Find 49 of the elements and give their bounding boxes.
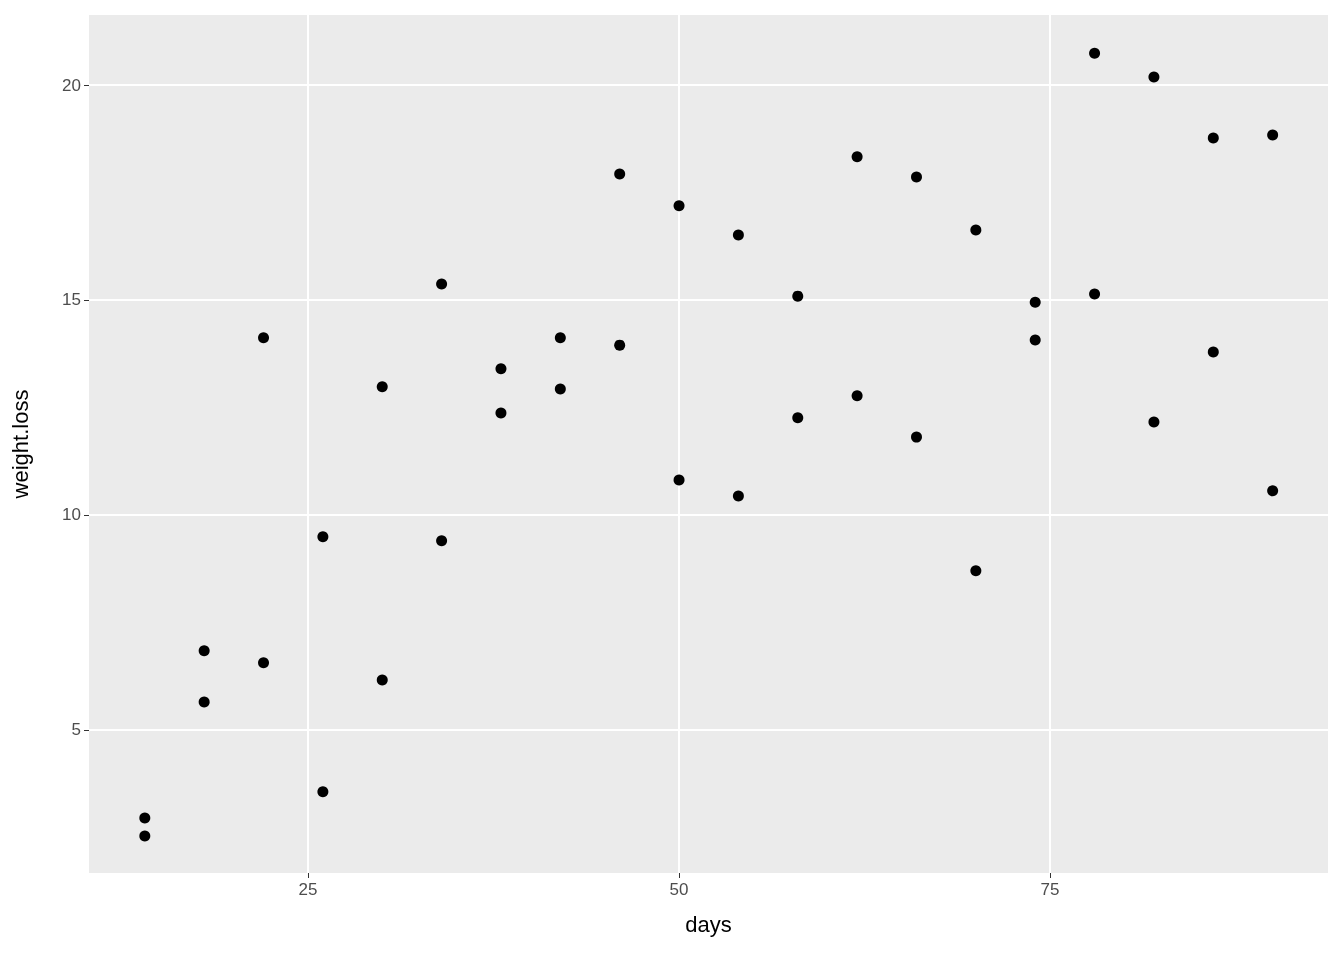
- x-tick-label: 25: [298, 880, 318, 899]
- point: [495, 363, 507, 375]
- point: [1207, 346, 1219, 358]
- point: [732, 490, 744, 502]
- point: [258, 332, 270, 344]
- point: [317, 531, 329, 543]
- point: [376, 674, 388, 686]
- point: [1029, 334, 1041, 346]
- point: [139, 812, 151, 824]
- y-tick-label: 5: [71, 720, 81, 740]
- point: [198, 645, 210, 657]
- point: [1029, 296, 1041, 308]
- point: [673, 200, 685, 212]
- point: [1267, 485, 1279, 497]
- point: [1089, 288, 1101, 300]
- point: [614, 168, 626, 180]
- point: [258, 657, 270, 669]
- point: [317, 786, 329, 798]
- point: [198, 696, 210, 708]
- point: [792, 412, 804, 424]
- point: [851, 151, 863, 163]
- point: [792, 290, 804, 302]
- point: [1267, 129, 1279, 141]
- y-tick-label: 10: [62, 505, 81, 525]
- y-tick-label: 15: [62, 290, 81, 310]
- point: [911, 431, 922, 443]
- x-tick-label: 50: [669, 880, 689, 899]
- point: [673, 474, 685, 486]
- point: [1148, 71, 1160, 83]
- point: [911, 171, 922, 183]
- point: [554, 332, 566, 344]
- point: [376, 381, 388, 393]
- point: [436, 535, 448, 547]
- point: [970, 224, 982, 236]
- point: [1148, 416, 1160, 428]
- y-axis-title: weight.loss: [7, 389, 33, 500]
- point: [732, 229, 744, 241]
- x-axis-title: days: [685, 911, 732, 937]
- point: [1207, 132, 1219, 144]
- point: [554, 383, 566, 395]
- y-tick-label: 20: [62, 75, 81, 95]
- x-tick-label: 75: [1040, 880, 1060, 899]
- point: [970, 565, 982, 577]
- point: [1089, 47, 1101, 59]
- point: [851, 390, 863, 402]
- point: [139, 830, 151, 842]
- point: [436, 278, 448, 290]
- point: [614, 339, 626, 351]
- point: [495, 407, 507, 419]
